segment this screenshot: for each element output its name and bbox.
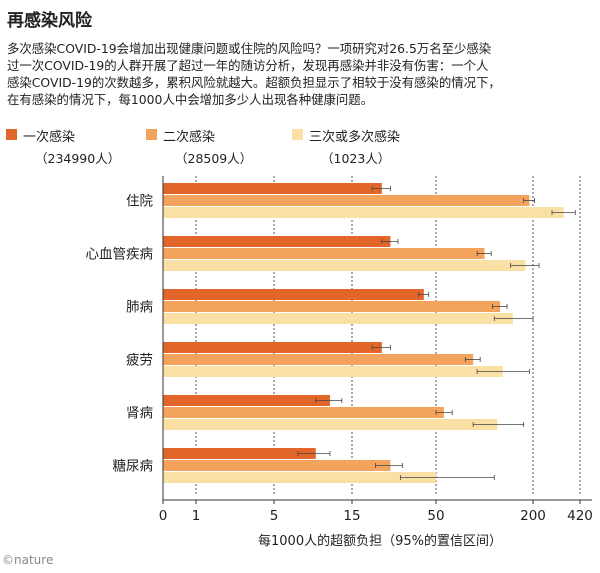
bar — [163, 248, 485, 259]
legend-swatch — [6, 129, 17, 140]
intro-line: 多次感染COVID-19会增加出现健康问题或住院的风险吗？一项研究对26.5万名… — [7, 41, 492, 56]
legend-label: 一次感染 — [23, 130, 76, 145]
nature-credit: ©nature — [2, 553, 54, 567]
bar — [163, 448, 316, 459]
bar — [163, 289, 424, 300]
category-label: 糖尿病 — [113, 459, 154, 475]
bar — [163, 207, 564, 218]
legend-label: 二次感染 — [163, 130, 216, 145]
bar — [163, 419, 498, 430]
category-label: 疲劳 — [126, 352, 153, 369]
intro-line: 过一次COVID-19的人群开展了超过一年的随访分析，发现再感染并非没有伤害：一… — [7, 58, 489, 73]
bar — [163, 260, 526, 271]
legend-swatch — [146, 129, 157, 140]
category-label: 肾病 — [126, 406, 153, 422]
x-tick-label: 50 — [427, 508, 444, 524]
x-axis-title: 每1000人的超额负担（95%的置信区间） — [258, 533, 502, 549]
bar — [163, 342, 382, 353]
bar — [163, 395, 330, 406]
intro-line: 感染COVID-19的次数越多，累积风险就越大。超额负担显示了相较于没有感染的情… — [7, 75, 501, 90]
bar — [163, 236, 391, 247]
x-tick-label: 1 — [192, 508, 201, 524]
x-tick-label: 200 — [520, 508, 546, 524]
bar — [163, 366, 503, 377]
bar — [163, 313, 513, 324]
legend-count: （1023人） — [321, 151, 391, 166]
legend-label: 三次或多次感染 — [309, 130, 401, 145]
bar — [163, 195, 530, 206]
bar — [163, 460, 391, 471]
bar — [163, 407, 444, 418]
category-label: 心血管疾病 — [86, 247, 154, 263]
legend-count: （28509人） — [175, 151, 253, 166]
x-tick-label: 0 — [159, 508, 168, 524]
category-label: 肺病 — [126, 300, 153, 316]
category-label: 住院 — [126, 194, 153, 210]
chart-title: 再感染风险 — [7, 11, 92, 31]
x-tick-label: 5 — [270, 508, 279, 524]
legend-count: （234990人） — [35, 151, 121, 166]
x-tick-label: 15 — [343, 508, 360, 524]
bar — [163, 183, 382, 194]
bar — [163, 301, 501, 312]
intro-line: 在有感染的情况下，每1000人中会增加多少人出现各种健康问题。 — [7, 92, 374, 107]
bar — [163, 354, 474, 365]
intro-text: 多次感染COVID-19会增加出现健康问题或住院的风险吗？一项研究对26.5万名… — [7, 40, 593, 108]
bar — [163, 472, 436, 483]
legend-swatch — [292, 129, 303, 140]
x-tick-label: 420 — [567, 508, 593, 524]
